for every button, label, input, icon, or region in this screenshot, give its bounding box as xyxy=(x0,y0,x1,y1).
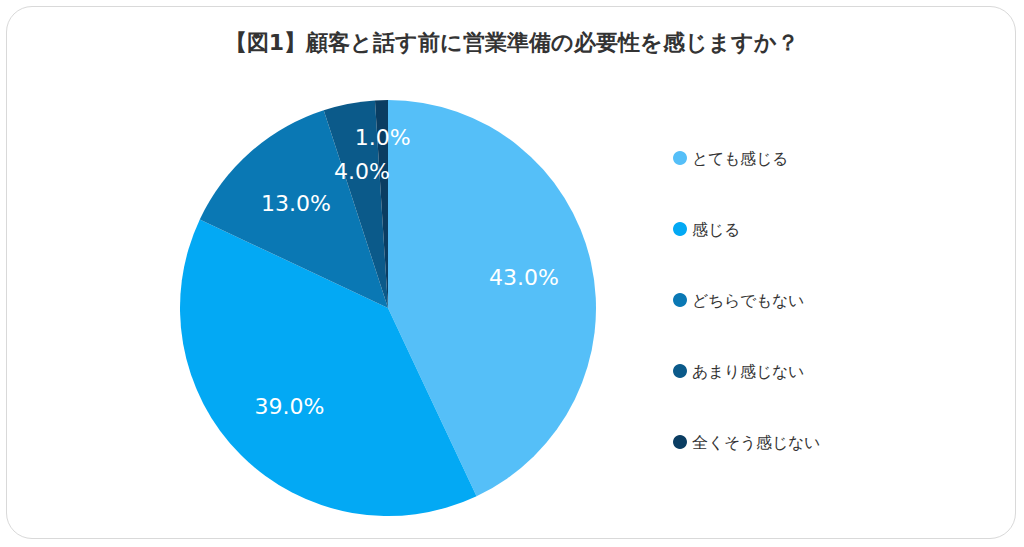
svg-text:13.0%: 13.0% xyxy=(261,191,331,216)
svg-text:あまり感じない: あまり感じない xyxy=(692,362,804,381)
svg-text:【図1】顧客と話す前に営業準備の必要性を感じますか？: 【図1】顧客と話す前に営業準備の必要性を感じますか？ xyxy=(225,30,799,55)
svg-text:感じる: 感じる xyxy=(692,220,740,239)
svg-text:1.0%: 1.0% xyxy=(355,125,411,150)
svg-text:43.0%: 43.0% xyxy=(489,265,559,290)
svg-text:全くそう感じない: 全くそう感じない xyxy=(692,433,820,452)
svg-text:とても感じる: とても感じる xyxy=(692,149,788,168)
svg-text:39.0%: 39.0% xyxy=(255,394,325,419)
svg-text:4.0%: 4.0% xyxy=(334,159,390,184)
svg-text:どちらでもない: どちらでもない xyxy=(692,291,804,310)
